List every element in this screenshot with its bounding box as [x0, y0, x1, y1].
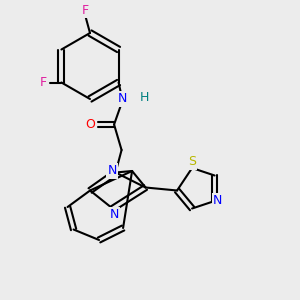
- Text: N: N: [118, 92, 128, 106]
- Text: N: N: [107, 164, 117, 178]
- Text: F: F: [82, 4, 89, 17]
- Text: N: N: [110, 208, 119, 221]
- Text: N: N: [213, 194, 222, 208]
- Text: S: S: [188, 155, 196, 169]
- Text: H: H: [140, 91, 149, 104]
- Text: O: O: [85, 118, 95, 131]
- Text: F: F: [40, 76, 47, 89]
